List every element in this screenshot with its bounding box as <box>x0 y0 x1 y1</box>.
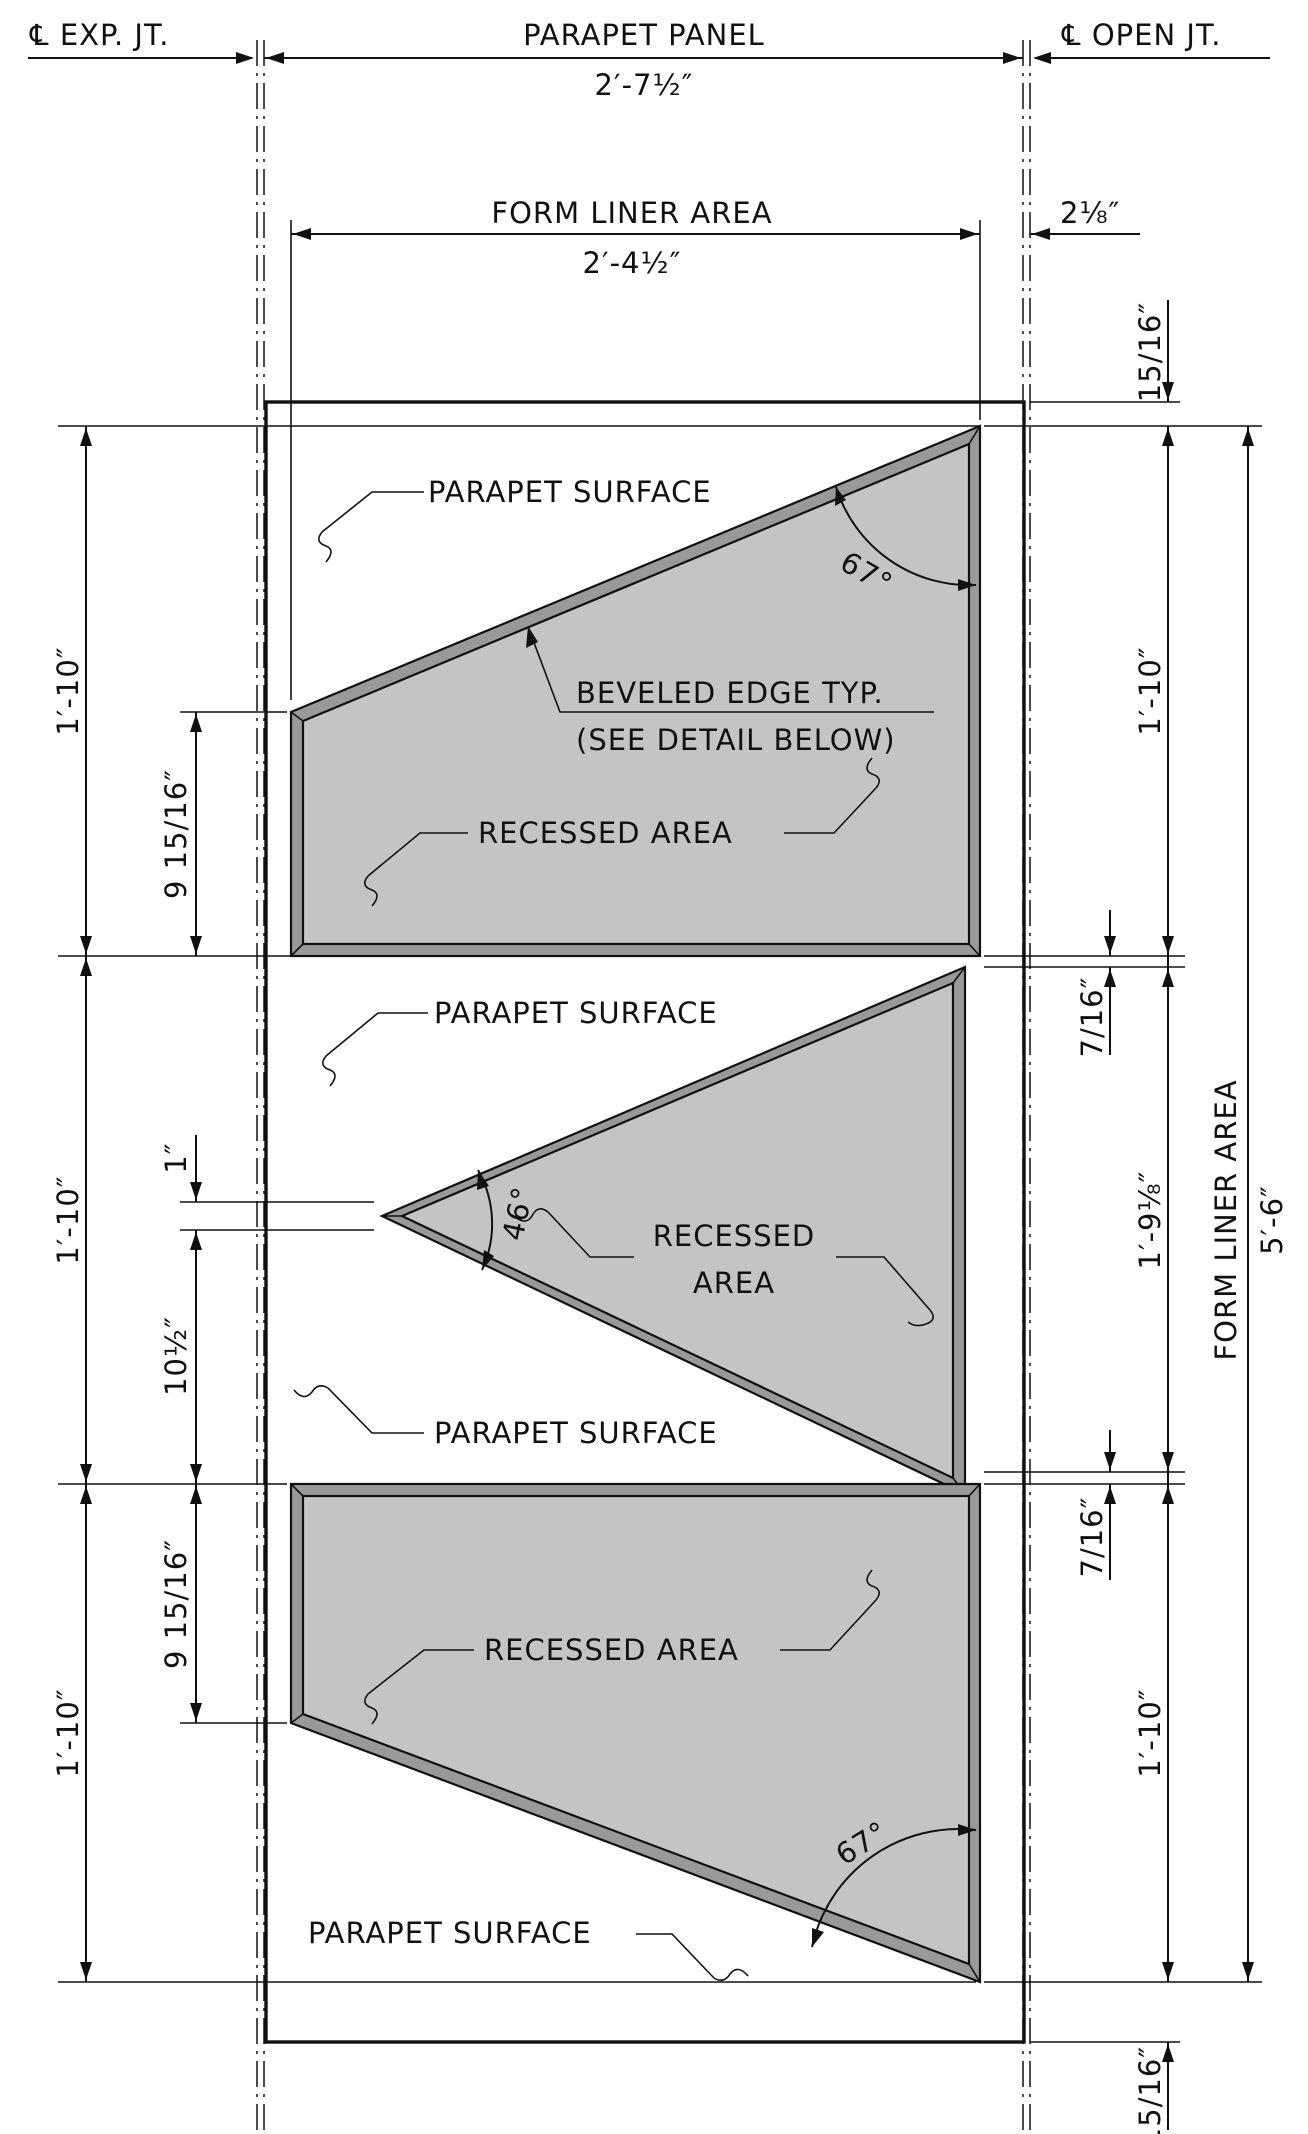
left-dim-top-inner: 9 15/16″ <box>159 769 193 899</box>
recess-top <box>289 424 982 958</box>
parapet-surface-label-1: PARAPET SURFACE <box>428 475 712 509</box>
open-joint-label: ℄ OPEN JT. <box>1061 18 1221 52</box>
right-offset-dim: 2⅛″ <box>1060 196 1120 230</box>
left-dimensions: 1′-10″ 1′-10″ 1′-10″ 9 15/16″ 1″ 10½″ 9 … <box>51 426 202 1982</box>
bevel-corner <box>968 1483 981 1497</box>
see-detail-label: (SEE DETAIL BELOW) <box>576 723 896 757</box>
right-dim-gap-2: 7/16″ <box>1075 1497 1109 1578</box>
left-dim-one-inch: 1″ <box>159 1142 193 1173</box>
bevel-corner <box>952 966 966 984</box>
bevel-corner <box>968 1963 981 1983</box>
right-dim-top: 1′-10″ <box>1133 646 1167 735</box>
recessed-area-label-3: RECESSED AREA <box>484 1633 739 1667</box>
right-dim-bottom-gap: 15/16″ <box>1133 2046 1167 2134</box>
left-dim-middle: 1′-10″ <box>51 1175 85 1264</box>
form-liner-area-dim: 2′-4½″ <box>583 246 682 280</box>
recessed-area-label-2a: RECESSED <box>653 1219 816 1253</box>
extension-lines <box>58 220 1262 2043</box>
left-dim-mid-inner: 10½″ <box>159 1316 193 1396</box>
callout-leaders <box>293 491 934 1982</box>
right-dim-top-gap: 15/16″ <box>1133 302 1167 402</box>
recess-bottom-face <box>301 1494 971 1966</box>
recess-bottom <box>289 1482 982 1984</box>
right-dim-middle: 1′-9⅛″ <box>1133 1171 1167 1270</box>
exp-joint-label: ℄ EXP. JT. <box>29 18 169 52</box>
recessed-area-label-1: RECESSED AREA <box>478 816 733 850</box>
left-dim-bottom: 1′-10″ <box>51 1688 85 1777</box>
bevel-corner <box>968 943 981 957</box>
left-dim-bottom-inner: 9 15/16″ <box>159 1539 193 1669</box>
bevel-corner <box>290 1483 304 1497</box>
right-dimensions: 15/16″ 1′-10″ 1′-9⅛″ 1′-10″ 7/16″ 7/16″ … <box>1075 300 1289 2134</box>
beveled-edge-label: BEVELED EDGE TYP. <box>576 676 884 710</box>
bevel-corner <box>290 1713 304 1724</box>
right-dim-total: 5′-6″ <box>1255 1185 1289 1255</box>
right-dim-gap-1: 7/16″ <box>1075 977 1109 1058</box>
left-dim-top: 1′-10″ <box>51 646 85 735</box>
recess-middle-face <box>399 981 955 1480</box>
parapet-panel-outline <box>264 400 1026 2044</box>
callout-labels: PARAPET SURFACE BEVELED EDGE TYP. (SEE D… <box>308 475 896 1950</box>
parapet-panel-label: PARAPET PANEL <box>523 18 765 52</box>
right-dim-total-label: FORM LINER AREA <box>1209 1079 1243 1360</box>
recessed-area-label-2b: AREA <box>693 1266 775 1300</box>
bevel-corner <box>290 943 304 957</box>
parapet-panel-dim: 2′-7½″ <box>595 68 694 102</box>
right-dim-bottom: 1′-10″ <box>1133 1688 1167 1777</box>
parapet-surface-label-2: PARAPET SURFACE <box>434 996 718 1030</box>
form-liner-area-label: FORM LINER AREA <box>491 196 772 230</box>
recess-middle <box>379 965 967 1496</box>
bevel-corner <box>968 425 981 445</box>
parapet-surface-label-3: PARAPET SURFACE <box>434 1416 718 1450</box>
bevel-corner <box>290 711 304 722</box>
header-dimensions: ℄ EXP. JT. ℄ OPEN JT. PARAPET PANEL 2′-7… <box>28 18 1270 280</box>
parapet-surface-label-4: PARAPET SURFACE <box>308 1916 592 1950</box>
